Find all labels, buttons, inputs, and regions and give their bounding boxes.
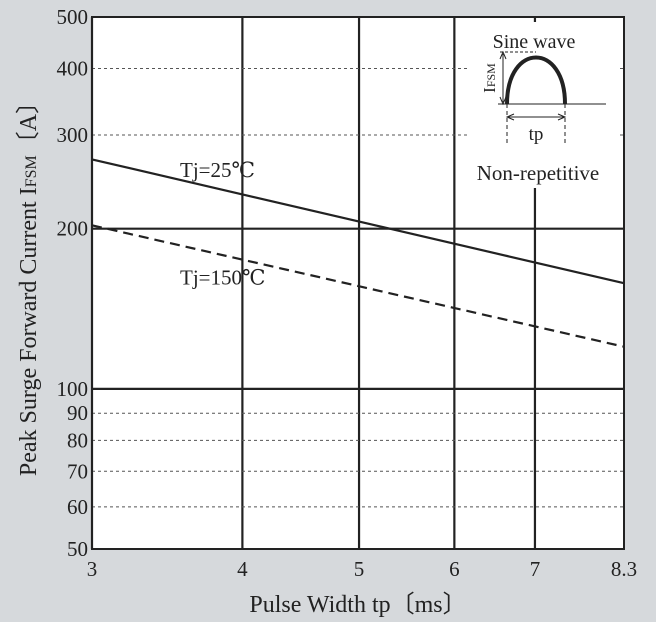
y-tick-label: 400	[57, 57, 89, 81]
series-line-2	[91, 224, 625, 348]
series-label-1: Tj=25℃	[180, 158, 255, 182]
series-labels: Tj=25℃ Tj=150℃	[180, 158, 266, 289]
y-tick-label: 90	[67, 401, 88, 425]
y-axis-label: Peak Surge Forward Current IFSM〔A〕	[16, 90, 42, 476]
series-lines	[91, 158, 625, 348]
inset-amplitude-label-sub: FSM	[484, 63, 498, 87]
y-tick-label: 100	[57, 377, 89, 401]
inset-arrowhead-left	[505, 113, 515, 121]
series-line-1	[91, 158, 625, 285]
x-tick-label: 6	[449, 557, 460, 581]
inset-amplitude-label-main: I	[480, 87, 499, 93]
y-tick-label: 300	[57, 123, 89, 147]
x-tick-label: 3	[87, 557, 98, 581]
y-tick-label: 50	[67, 537, 88, 561]
sine-wave-inset: Sine wave tp Non-repetitive IFSM	[470, 22, 620, 188]
inset-note: Non-repetitive	[477, 161, 599, 185]
x-tick-label: 7	[530, 557, 541, 581]
inset-arrowhead-right	[557, 113, 567, 121]
grid	[90, 17, 625, 549]
x-tick-labels: 3 4 5 6 7 8.3	[87, 557, 637, 581]
x-tick-label: 5	[354, 557, 365, 581]
y-axis-label-main: Peak Surge Forward Current I	[16, 187, 42, 476]
inset-background	[470, 22, 620, 188]
inset-arrowhead-up	[499, 50, 507, 60]
y-tick-label: 500	[57, 5, 89, 29]
inset-title: Sine wave	[493, 31, 576, 53]
sine-pulse-shape	[505, 55, 567, 105]
y-tick-label: 70	[67, 459, 88, 483]
x-axis-label: Pulse Width tp〔ms〕	[249, 592, 466, 618]
y-axis-label-sub: FSM	[23, 155, 40, 187]
y-axis-label-unit: 〔A〕	[16, 90, 42, 155]
y-tick-label: 200	[57, 217, 89, 241]
y-tick-label: 80	[67, 428, 88, 452]
inset-amplitude-label: IFSM	[480, 63, 499, 93]
x-tick-label: 8.3	[611, 557, 637, 581]
x-tick-label: 4	[237, 557, 248, 581]
y-tick-label: 60	[67, 495, 88, 519]
series-label-2: Tj=150℃	[180, 266, 266, 290]
inset-width-label: tp	[529, 124, 544, 145]
inset-arrowhead-down	[499, 96, 507, 106]
plot-frame	[91, 16, 625, 550]
